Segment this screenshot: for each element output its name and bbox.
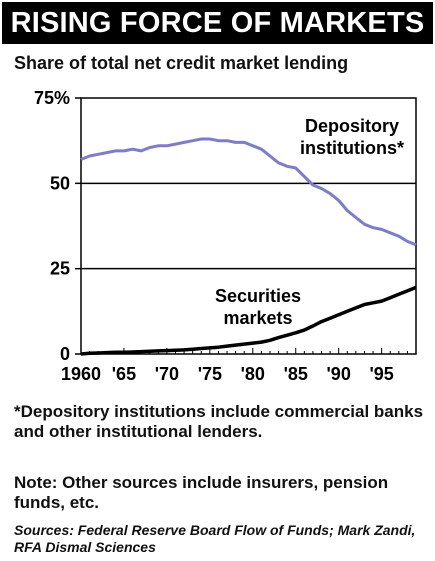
x-tick-label: '85 <box>284 364 308 384</box>
y-tick-label: 25 <box>50 259 70 279</box>
sources-note: Sources: Federal Reserve Board Flow of F… <box>14 522 416 555</box>
x-tick-label: '95 <box>369 364 393 384</box>
x-tick-label: '65 <box>112 364 136 384</box>
depository-footnote: *Depository institutions include commerc… <box>14 402 424 441</box>
x-tick-label: '70 <box>155 364 179 384</box>
other-sources-note: Note: Other sources include insurers, pe… <box>14 473 389 512</box>
x-tick-label: 1960 <box>61 364 101 384</box>
series-label-depository: Depository <box>305 116 399 136</box>
plot-frame <box>80 97 417 355</box>
y-tick-label: 50 <box>50 173 70 193</box>
x-tick-label: '75 <box>198 364 222 384</box>
chart-title: RISING FORCE OF MARKETS <box>2 2 433 44</box>
y-tick-label: 75% <box>34 88 70 108</box>
line-chart: 0 25 50 75% 1960 '65 '70 '75 '80 '85 '90 '95 Deposit… <box>34 88 417 384</box>
series-label-securities: Securities <box>215 286 301 306</box>
chart-subtitle: Share of total net credit market lending <box>14 53 349 73</box>
series-line-depository <box>80 137 417 247</box>
y-tick-label: 0 <box>60 344 70 364</box>
x-tick-label: '90 <box>327 364 351 384</box>
series-line-securities <box>80 285 417 356</box>
series-label-securities: markets <box>223 308 292 328</box>
x-tick-label: '80 <box>241 364 265 384</box>
series-label-depository: institutions* <box>300 138 404 158</box>
